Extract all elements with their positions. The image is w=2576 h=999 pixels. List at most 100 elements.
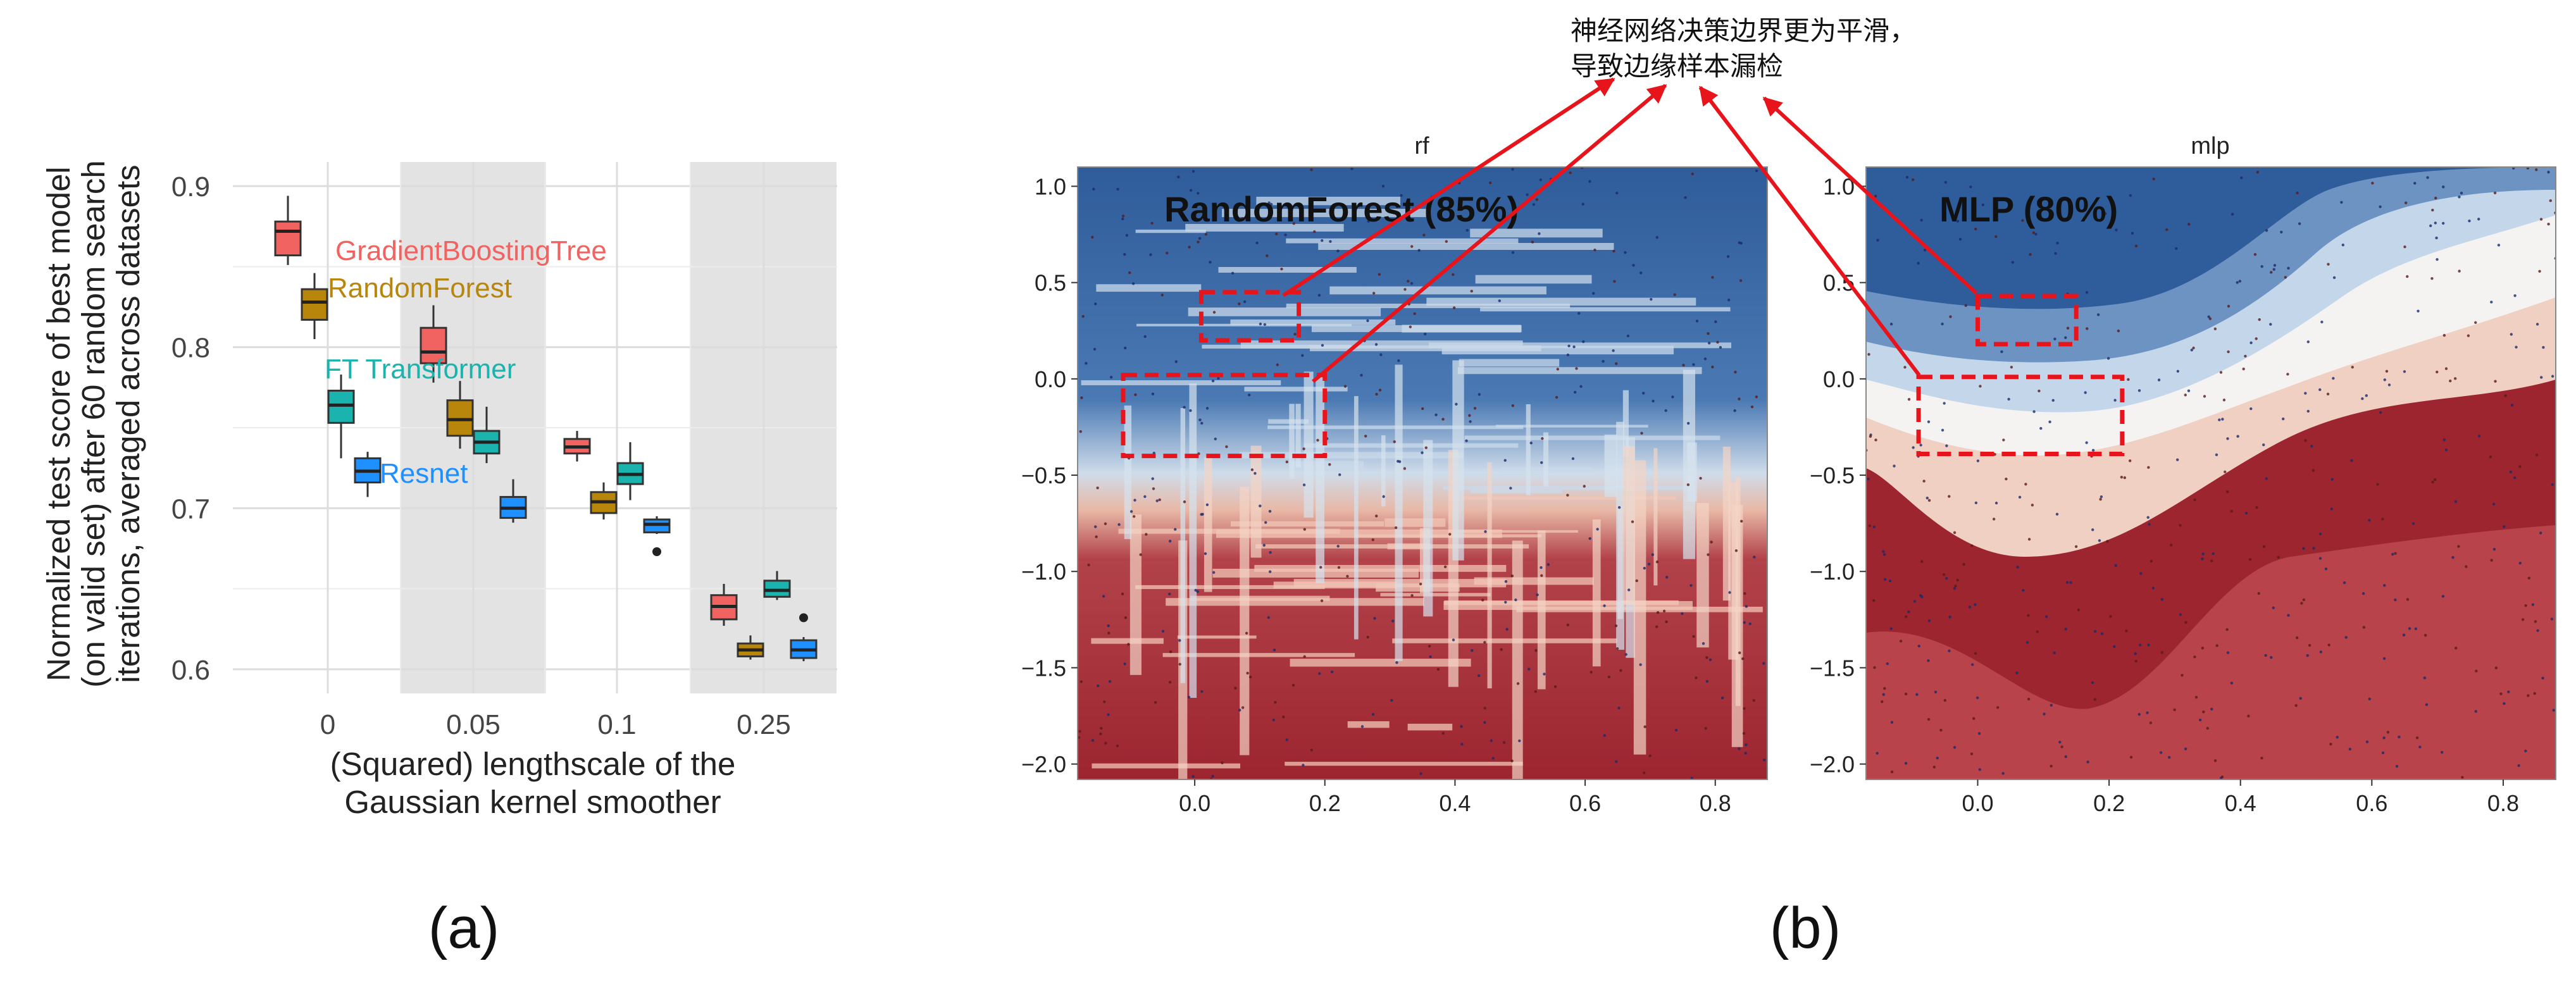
sample-point (2302, 547, 2305, 550)
sample-point (2265, 229, 2268, 232)
sample-point (2503, 702, 2506, 705)
sample-point (1154, 701, 1157, 704)
sample-point (1635, 579, 1638, 583)
sample-point (1743, 621, 1746, 624)
sample-point (2518, 561, 2522, 565)
sample-point (1569, 171, 1572, 175)
sample-point (2460, 192, 2463, 195)
sample-point (2194, 695, 2198, 699)
sample-point (2114, 564, 2117, 568)
sample-point (1743, 592, 1746, 595)
y-tick-label: 0.7 (171, 493, 210, 524)
sample-point (1907, 610, 1910, 614)
x-tick-label: 0 (320, 709, 335, 740)
sample-point (1428, 645, 1431, 648)
sample-point (1391, 619, 1395, 623)
sample-point (2341, 244, 2345, 247)
sample-point (1953, 586, 1957, 590)
sample-point (2281, 417, 2285, 421)
sample-point (1132, 515, 1136, 518)
sample-point (2240, 176, 2243, 180)
sample-point (1161, 630, 1165, 633)
sample-point (1396, 213, 1399, 216)
sample-point (2441, 221, 2445, 225)
sample-point (2210, 559, 2213, 562)
highlight-box (1121, 373, 1328, 459)
sample-point (1248, 201, 1251, 204)
sample-point (1194, 588, 1197, 592)
sample-point (2149, 721, 2153, 724)
mlp-frame (1865, 166, 2556, 780)
sample-point (1375, 392, 1378, 396)
sample-point (2541, 676, 2544, 679)
sample-point (2538, 270, 2541, 273)
sample-point (1127, 643, 1130, 646)
sample-point (2160, 598, 2164, 601)
sample-point (1301, 354, 1304, 357)
sample-point (1248, 675, 1252, 679)
sample-point (2494, 666, 2498, 669)
sample-point (2524, 749, 2527, 753)
sample-point (1360, 373, 1363, 377)
sample-point (1381, 185, 1385, 188)
sample-point (1243, 300, 1247, 304)
sample-point (1993, 453, 1996, 456)
mlp-decision-panel: mlp −2.0−1.5−1.0−0.50.00.51.0 0.0 0.2 0.4 0… (1810, 133, 2556, 816)
sample-point (1904, 615, 1908, 618)
sample-point (1745, 605, 1748, 608)
sample-point (1996, 706, 2000, 709)
sample-point (1093, 347, 1097, 351)
sample-point (2547, 170, 2550, 174)
sample-point (1695, 320, 1699, 323)
sample-point (2091, 449, 2095, 452)
sample-point (1302, 447, 1305, 450)
sample-point (1276, 363, 1279, 366)
sample-point (1652, 399, 1655, 403)
sample-point (1320, 599, 1324, 602)
texture-stripe (1286, 238, 1519, 244)
sample-point (2436, 258, 2439, 261)
sample-point (1867, 477, 1870, 481)
sample-point (2465, 565, 2468, 568)
sample-point (1655, 236, 1658, 239)
sample-point (1378, 388, 1382, 392)
sample-point (1498, 299, 1501, 302)
sample-point (1590, 671, 1593, 674)
sample-point (2109, 615, 2112, 618)
sample-point (1539, 178, 1543, 182)
sample-point (2332, 276, 2336, 280)
sample-point (2531, 603, 2535, 606)
sample-point (1748, 622, 1752, 626)
sample-point (1511, 404, 1515, 407)
sample-point (1390, 698, 1393, 702)
sample-point (1364, 435, 1367, 438)
sample-point (1707, 342, 1711, 345)
texture-stripe (1268, 419, 1309, 424)
sample-point (2102, 210, 2105, 214)
texture-column (1381, 435, 1386, 507)
x-tick-label: 0.8 (1700, 790, 1731, 816)
sample-point (1212, 571, 1216, 574)
sample-point (2504, 394, 2507, 397)
sample-point (1107, 713, 1110, 716)
texture-column (1616, 421, 1625, 650)
sample-point (1150, 221, 1154, 225)
sample-point (1197, 240, 1200, 244)
sample-point (1920, 218, 1923, 222)
sample-point (1393, 440, 1396, 444)
sample-point (2058, 740, 2062, 744)
sample-point (1087, 563, 1090, 567)
sample-point (1421, 451, 1424, 454)
sample-point (2127, 378, 2130, 382)
texture-stripe (1092, 763, 1241, 769)
sample-point (2258, 318, 2261, 321)
sample-point (1303, 655, 1306, 659)
box (301, 288, 328, 321)
sample-point (1942, 573, 1946, 576)
sample-point (2418, 745, 2422, 748)
sample-point (1964, 304, 1967, 307)
sample-point (1104, 741, 1107, 745)
sample-point (1615, 647, 1619, 650)
sample-point (1927, 420, 1931, 423)
y-tick-label: 0.0 (1823, 366, 1855, 392)
